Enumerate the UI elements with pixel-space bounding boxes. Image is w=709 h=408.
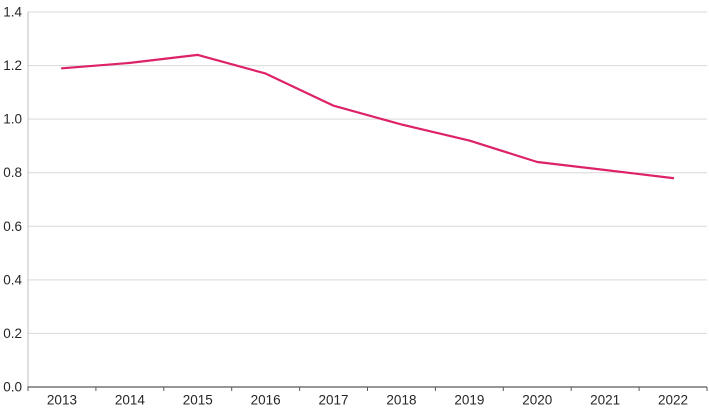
x-axis-tick-label-2017: 2017 [319, 393, 349, 408]
x-axis-tick-label-2016: 2016 [251, 393, 281, 408]
x-axis-tick-label-2021: 2021 [590, 393, 620, 408]
data-series-line-value [60, 53, 675, 180]
y-axis-tick-label: 0.2 [3, 326, 22, 341]
x-axis-tick-label-2018: 2018 [386, 393, 416, 408]
y-axis-tick-label: 0.8 [3, 165, 22, 180]
x-axis-tick-label-2015: 2015 [183, 393, 213, 408]
y-axis-tick-label: 0.6 [3, 219, 22, 234]
y-axis-tick-label: 0.4 [3, 272, 22, 287]
x-axis-tick-label-2013: 2013 [47, 393, 77, 408]
y-axis-tick-label: 1.4 [3, 5, 22, 20]
x-axis-tick-label-2014: 2014 [115, 393, 146, 408]
x-axis-tick-label-2022: 2022 [658, 393, 688, 408]
y-axis-tick-label: 1.2 [3, 58, 22, 73]
y-axis-tick-label: 1.0 [3, 112, 22, 127]
x-axis-tick-label-2020: 2020 [522, 393, 552, 408]
y-axis-tick-label: 0.0 [3, 380, 22, 395]
x-axis-tick-label-2019: 2019 [454, 393, 484, 408]
